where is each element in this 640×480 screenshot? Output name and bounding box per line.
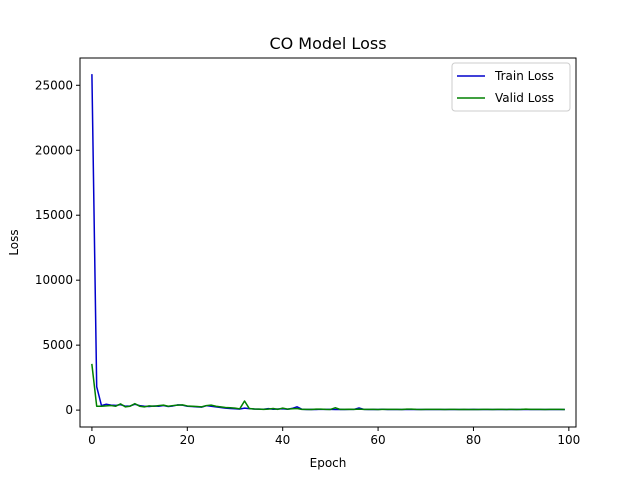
legend: Train Loss Valid Loss	[451, 62, 571, 112]
plot-area	[79, 57, 577, 428]
x-axis: 0 20 40 60 80 100	[88, 427, 580, 447]
x-tick-label: 100	[557, 433, 580, 447]
x-tick-label: 40	[275, 433, 290, 447]
y-tick-label: 25000	[35, 78, 73, 92]
x-tick-label: 20	[180, 433, 195, 447]
y-tick-label: 5000	[42, 338, 73, 352]
series-layer	[91, 74, 565, 411]
legend-box	[451, 62, 571, 112]
series-line-valid-loss	[91, 363, 565, 411]
plot-frame	[79, 57, 577, 428]
y-tick-label: 0	[65, 403, 73, 417]
legend-label-valid-loss: Valid Loss	[495, 91, 554, 105]
x-axis-label: Epoch	[310, 456, 347, 470]
y-tick-label: 15000	[35, 208, 73, 222]
x-tick-label: 60	[370, 433, 385, 447]
chart-title: CO Model Loss	[269, 34, 386, 53]
y-axis: 0 5000 10000 15000 20000 25000	[35, 78, 80, 417]
x-tick-label: 0	[88, 433, 96, 447]
y-tick-label: 20000	[35, 143, 73, 157]
y-tick-label: 10000	[35, 273, 73, 287]
legend-label-train-loss: Train Loss	[494, 69, 554, 83]
x-tick-label: 80	[466, 433, 481, 447]
y-axis-label: Loss	[7, 229, 21, 255]
